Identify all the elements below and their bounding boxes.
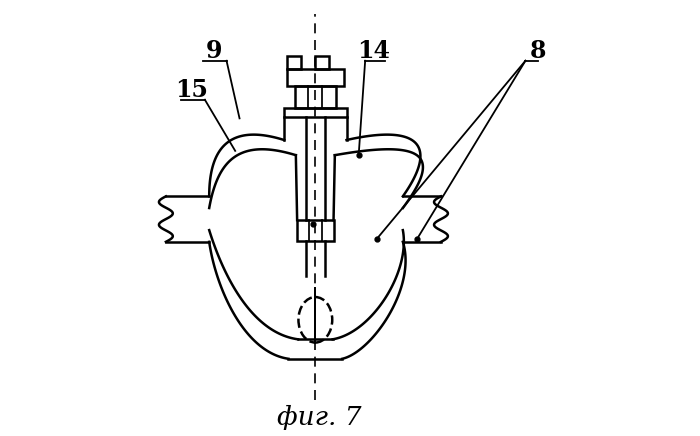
Text: 9: 9 (205, 39, 222, 63)
Bar (287, 56, 301, 68)
Bar (287, 68, 344, 86)
Text: 15: 15 (176, 78, 209, 102)
Bar (284, 108, 346, 117)
Bar (297, 220, 333, 241)
Bar (315, 56, 330, 68)
Bar (295, 86, 336, 108)
Text: 8: 8 (530, 39, 547, 63)
Text: фиг. 7: фиг. 7 (277, 405, 362, 430)
Text: 14: 14 (357, 39, 391, 63)
